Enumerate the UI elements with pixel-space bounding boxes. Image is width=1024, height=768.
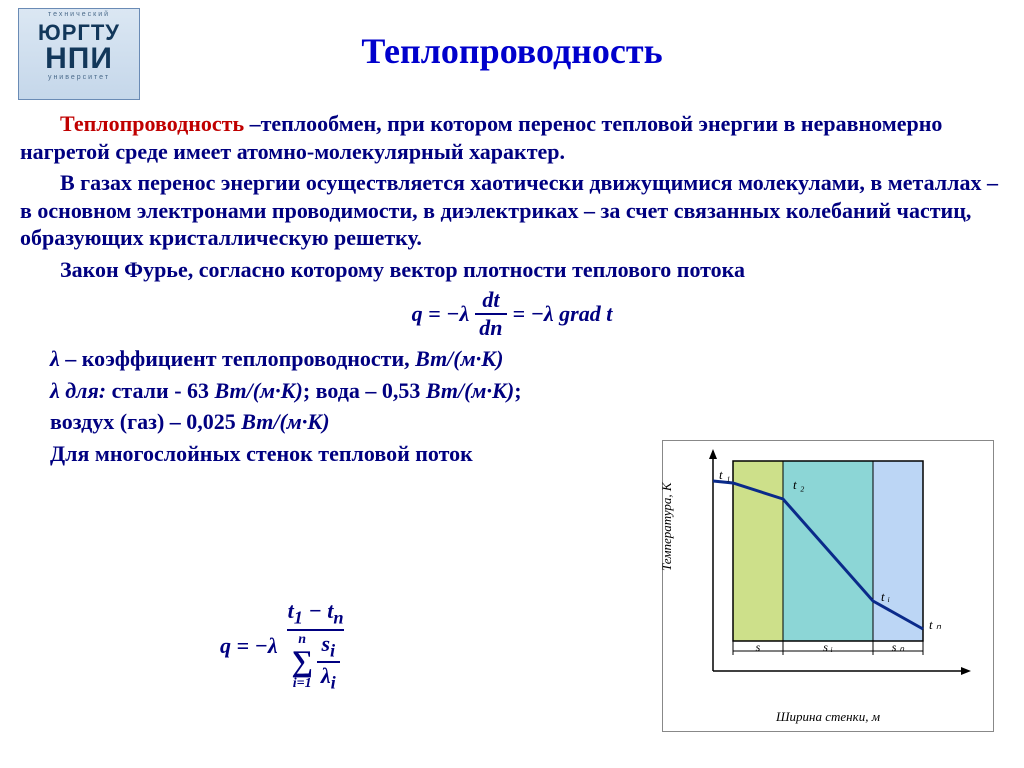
summation: n ∑ i=1	[291, 633, 312, 691]
logo-top-text: технический	[19, 9, 139, 18]
formula1-den: dn	[475, 313, 506, 339]
term-highlight: Теплопроводность	[60, 111, 244, 136]
chart-svg: s s ᵢ s ₙ t ₁ t ₂ t ᵢ t ₙ	[663, 441, 993, 701]
paragraph-2: В газах перенос энергии осуществляется х…	[20, 169, 1004, 252]
svg-text:t ₁: t ₁	[719, 467, 730, 482]
slide-content: Теплопроводность –теплообмен, при которо…	[20, 110, 1004, 471]
formula2-denominator: n ∑ i=1 si λi	[287, 629, 343, 692]
formula1-fraction: dt dn	[475, 289, 506, 339]
formula1-lhs: q = −λ	[412, 300, 470, 328]
svg-text:s ₙ: s ₙ	[892, 640, 905, 654]
svg-text:s: s	[756, 640, 761, 654]
formula2-lhs: q = −λ	[220, 633, 278, 659]
formula-fourier: q = −λ dt dn = −λ grad t	[20, 289, 1004, 339]
svg-text:t ₙ: t ₙ	[929, 617, 942, 632]
lambda-values-line2: воздух (газ) – 0,025 Вт/(м·К)	[20, 408, 1004, 436]
formula1-rhs: = −λ grad t	[513, 300, 613, 328]
svg-text:t ᵢ: t ᵢ	[881, 589, 890, 604]
temperature-profile-chart: s s ᵢ s ₙ t ₁ t ₂ t ᵢ t ₙ Температура, К Ширин…	[662, 440, 994, 732]
formula2-inner-fraction: si λi	[317, 633, 340, 692]
lambda-definition: λ – коэффициент теплопроводности, Вт/(м·…	[20, 345, 1004, 373]
y-axis-label: Температура, К	[659, 482, 675, 571]
logo-bottom-text: университет	[19, 74, 139, 81]
svg-text:t ₂: t ₂	[793, 477, 805, 492]
lambda-values-line1: λ для: стали - 63 Вт/(м·К); вода – 0,53 …	[20, 377, 1004, 405]
formula1-num: dt	[478, 289, 503, 313]
svg-text:s ᵢ: s ᵢ	[823, 640, 833, 654]
x-axis-label: Ширина стенки, м	[663, 709, 993, 725]
slide-title: Теплопроводность	[0, 30, 1024, 72]
paragraph-1: Теплопроводность –теплообмен, при которо…	[20, 110, 1004, 165]
formula2-big-fraction: t1 − tn n ∑ i=1 si λi	[284, 600, 348, 692]
paragraph-3: Закон Фурье, согласно которому вектор пл…	[20, 256, 1004, 284]
formula-multilayer: q = −λ t1 − tn n ∑ i=1 si λi	[220, 600, 348, 692]
formula2-numerator: t1 − tn	[284, 600, 348, 629]
